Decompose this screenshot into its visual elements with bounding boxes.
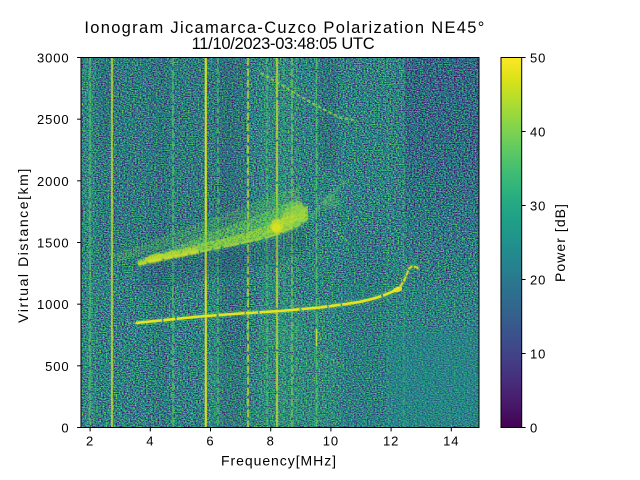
svg-text:12: 12 xyxy=(383,433,399,448)
svg-text:1500: 1500 xyxy=(37,236,70,251)
svg-text:Virtual Distance[km]: Virtual Distance[km] xyxy=(15,167,31,323)
svg-text:Ionogram Jicamarca-Cuzco Polar: Ionogram Jicamarca-Cuzco Polarization NE… xyxy=(84,19,485,37)
svg-text:3000: 3000 xyxy=(37,51,70,66)
svg-text:20: 20 xyxy=(530,273,546,288)
svg-text:0: 0 xyxy=(530,421,538,436)
svg-text:50: 50 xyxy=(530,51,546,66)
svg-text:2: 2 xyxy=(86,433,94,448)
svg-text:30: 30 xyxy=(530,199,546,214)
svg-text:Power [dB]: Power [dB] xyxy=(552,203,568,282)
svg-text:500: 500 xyxy=(45,359,69,374)
svg-text:10: 10 xyxy=(323,433,339,448)
svg-text:0: 0 xyxy=(61,421,69,436)
svg-text:11/10/2023-03:48:05 UTC: 11/10/2023-03:48:05 UTC xyxy=(192,35,375,53)
svg-text:2500: 2500 xyxy=(37,112,70,127)
svg-text:10: 10 xyxy=(530,347,546,362)
svg-text:40: 40 xyxy=(530,125,546,140)
svg-text:8: 8 xyxy=(267,433,275,448)
svg-text:14: 14 xyxy=(443,433,459,448)
svg-text:6: 6 xyxy=(206,433,214,448)
svg-text:1000: 1000 xyxy=(37,297,70,312)
svg-text:Frequency[MHz]: Frequency[MHz] xyxy=(221,453,337,469)
svg-text:4: 4 xyxy=(146,433,154,448)
svg-text:2000: 2000 xyxy=(37,174,70,189)
